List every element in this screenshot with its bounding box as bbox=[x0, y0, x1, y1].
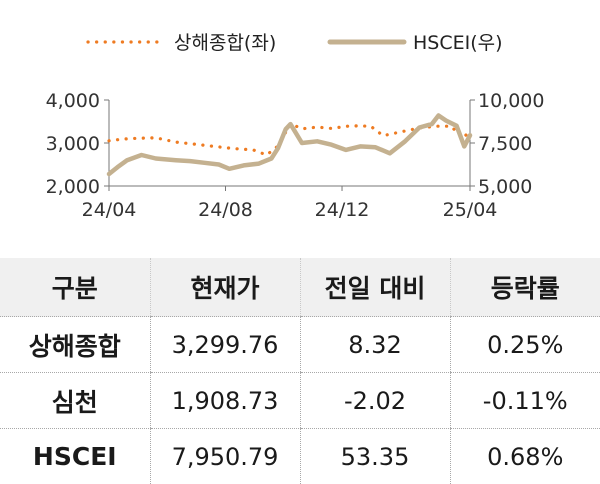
y-left-tick-label: 3,000 bbox=[46, 133, 100, 155]
y-right-tick-label: 7,500 bbox=[478, 133, 532, 155]
row-rate: 0.68% bbox=[450, 429, 600, 484]
legend: 상해종합(좌) HSCEI(우) bbox=[88, 32, 503, 54]
plot-area bbox=[109, 116, 470, 175]
table-row: 상해종합 3,299.76 8.32 0.25% bbox=[0, 317, 600, 373]
table-row: HSCEI 7,950.79 53.35 0.68% bbox=[0, 429, 600, 484]
header-category: 구분 bbox=[0, 258, 150, 317]
legend-label-1: 상해종합(좌) bbox=[174, 32, 276, 54]
header-current-price: 현재가 bbox=[150, 258, 300, 317]
row-change: -2.02 bbox=[300, 373, 450, 429]
header-change-rate: 등락률 bbox=[450, 258, 600, 317]
table-header-row: 구분 현재가 전일 대비 등락률 bbox=[0, 258, 600, 317]
row-price: 3,299.76 bbox=[150, 317, 300, 373]
series-line-2 bbox=[109, 116, 470, 175]
row-name: 심천 bbox=[0, 373, 150, 429]
y-right-tick-label: 5,000 bbox=[478, 176, 532, 198]
y-right-tick-label: 10,000 bbox=[478, 90, 544, 112]
y-left-tick-label: 4,000 bbox=[46, 90, 100, 112]
index-table: 구분 현재가 전일 대비 등락률 상해종합 3,299.76 8.32 0.25… bbox=[0, 258, 600, 484]
row-price: 1,908.73 bbox=[150, 373, 300, 429]
row-price: 7,950.79 bbox=[150, 429, 300, 484]
chart: 상해종합(좌) HSCEI(우) 4,000 3,000 2,000 10,000 7,5… bbox=[0, 0, 600, 258]
row-rate: -0.11% bbox=[450, 373, 600, 429]
x-tick-label: 25/04 bbox=[443, 199, 498, 221]
x-tick-label: 24/08 bbox=[198, 199, 253, 221]
x-tick-label: 24/04 bbox=[82, 199, 137, 221]
table-row: 심천 1,908.73 -2.02 -0.11% bbox=[0, 373, 600, 429]
row-name: 상해종합 bbox=[0, 317, 150, 373]
x-tick-label: 24/12 bbox=[315, 199, 370, 221]
header-change: 전일 대비 bbox=[300, 258, 450, 317]
row-rate: 0.25% bbox=[450, 317, 600, 373]
y-left-tick-label: 2,000 bbox=[46, 176, 100, 198]
row-change: 8.32 bbox=[300, 317, 450, 373]
legend-label-2: HSCEI(우) bbox=[413, 32, 503, 54]
row-change: 53.35 bbox=[300, 429, 450, 484]
row-name: HSCEI bbox=[0, 429, 150, 484]
axes: 4,000 3,000 2,000 10,000 7,500 5,000 24/04 24/0… bbox=[46, 90, 545, 221]
